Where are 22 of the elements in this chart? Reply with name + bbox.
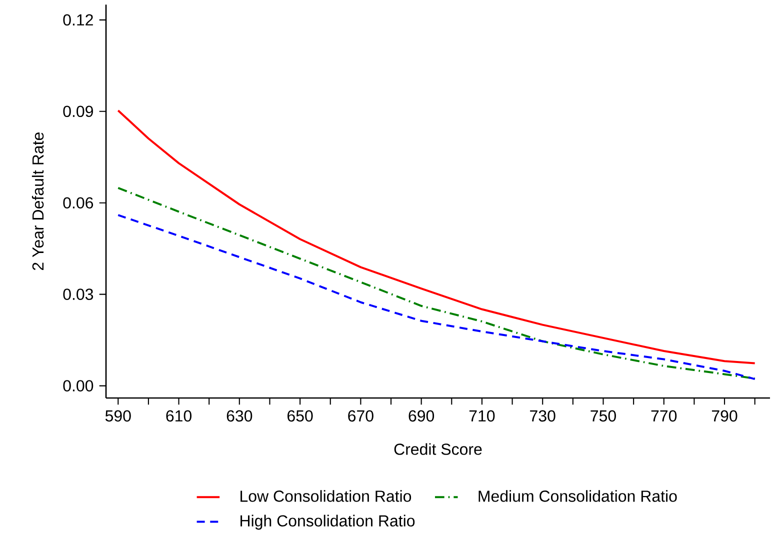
x-tick-label: 690 <box>408 410 434 422</box>
x-tick-label: 590 <box>105 410 131 422</box>
x-tick-label: 790 <box>712 410 738 422</box>
legend-label: High Consolidation Ratio <box>240 514 415 530</box>
y-axis-title: 2 Year Default Rate <box>32 132 44 270</box>
x-tick-label: 710 <box>469 410 495 422</box>
y-tick-label: 0.06 <box>63 197 94 209</box>
y-tick-label: 0.03 <box>63 288 94 300</box>
legend-label: Medium Consolidation Ratio <box>478 490 677 502</box>
x-tick-label: 630 <box>226 410 252 422</box>
y-tick-label: 0.00 <box>63 380 94 392</box>
legend-label: Low Consolidation Ratio <box>240 490 412 502</box>
y-tick-label: 0.09 <box>63 106 93 118</box>
x-tick-label: 670 <box>348 410 374 422</box>
x-tick-label: 610 <box>166 410 192 422</box>
line-series <box>117 109 756 364</box>
x-tick-label: 750 <box>590 410 616 422</box>
y-tick-label: 0.12 <box>63 14 93 26</box>
x-tick-label: 730 <box>530 410 556 422</box>
x-axis-title: Credit Score <box>394 443 482 455</box>
x-tick-label: 770 <box>651 410 677 422</box>
x-tick-label: 650 <box>288 410 313 422</box>
